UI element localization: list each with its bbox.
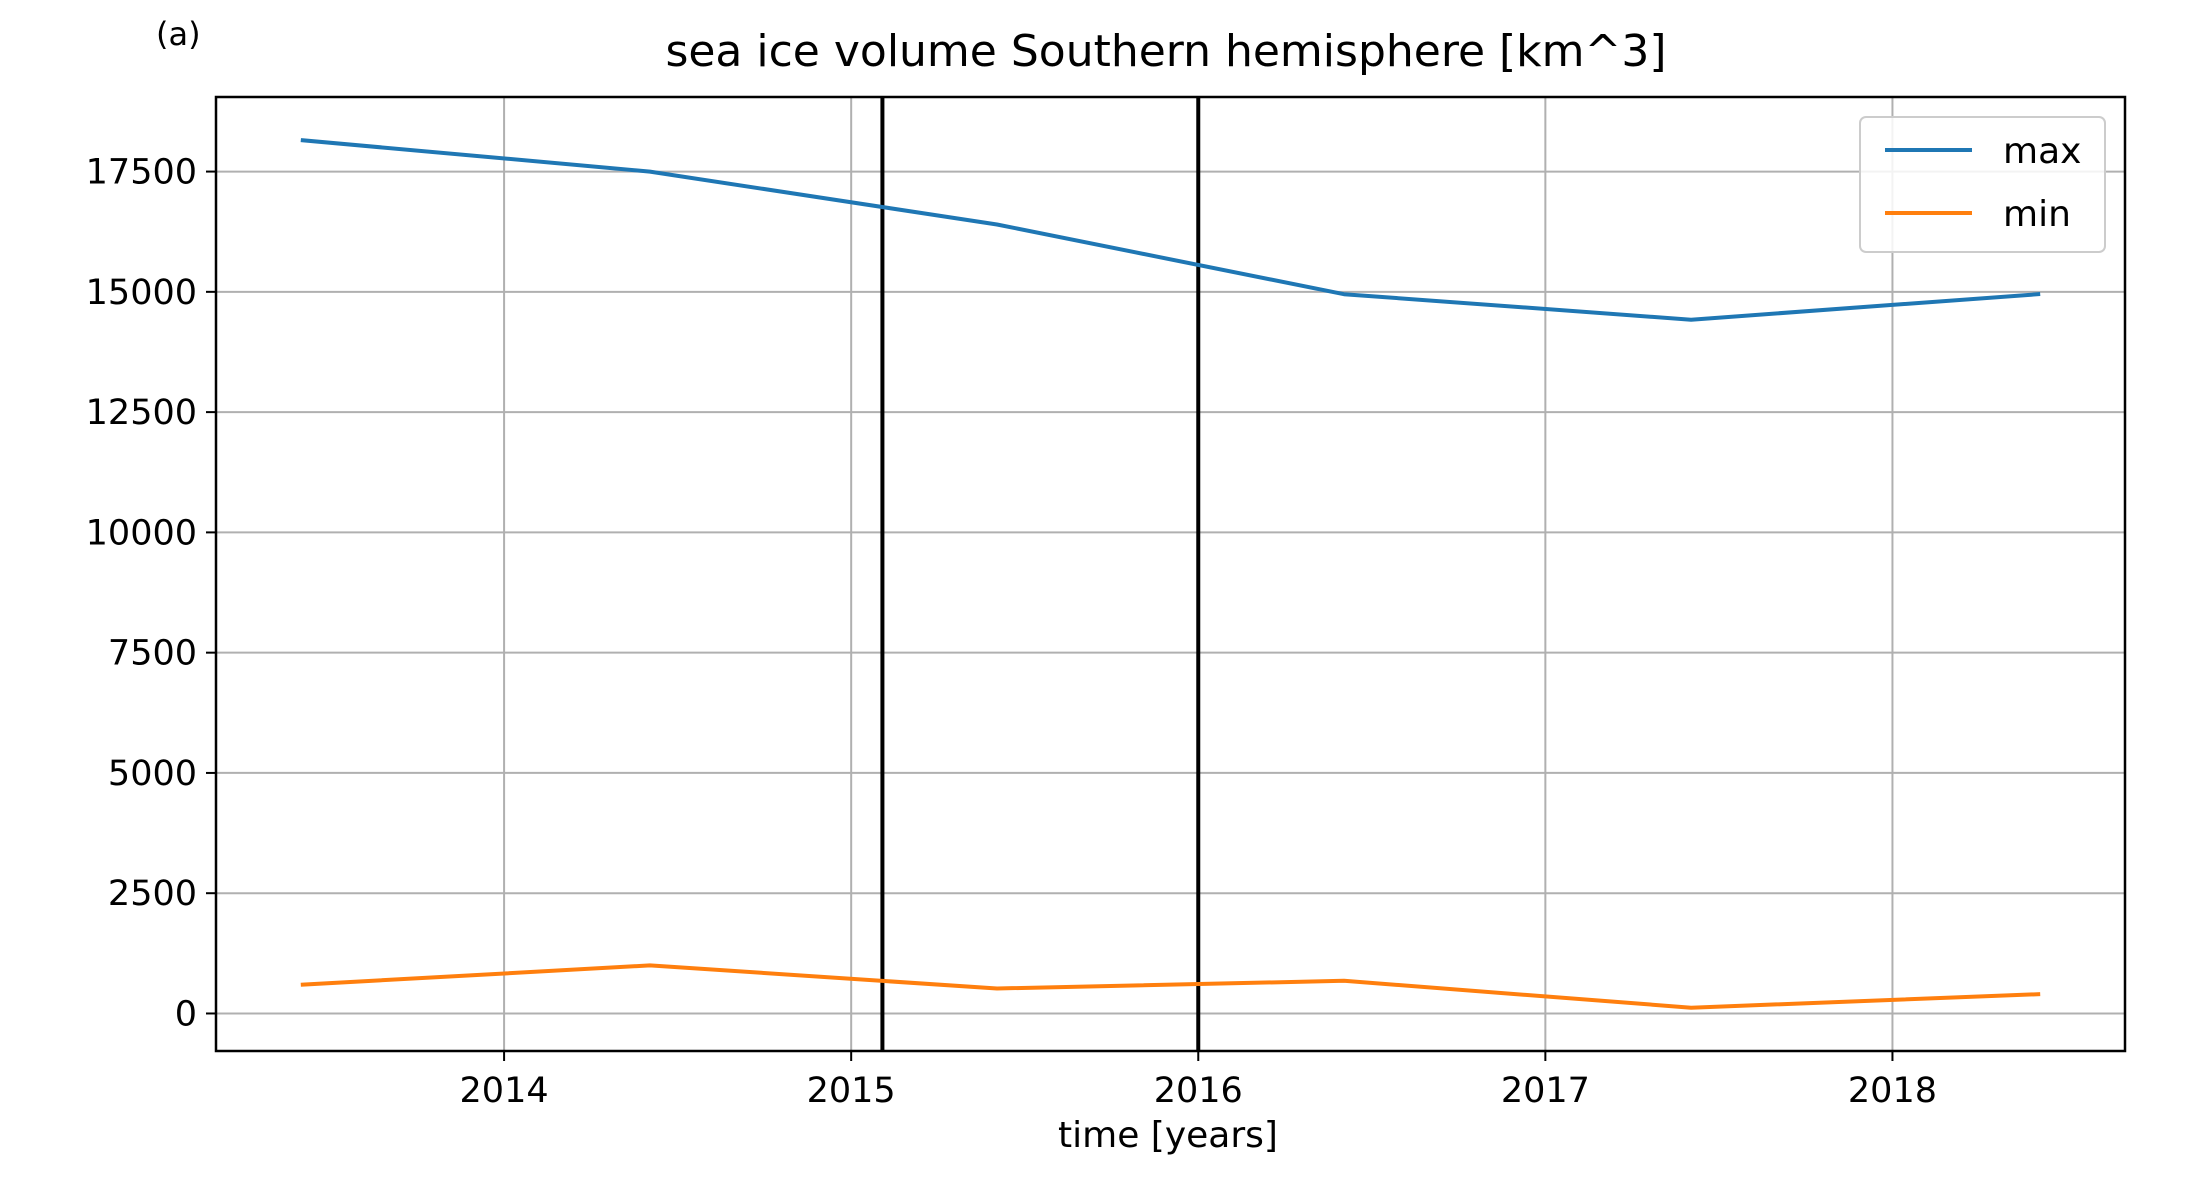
chart-title: sea ice volume Southern hemisphere [km^3…: [665, 26, 1666, 77]
series-lines: [300, 138, 2041, 1010]
x-axis-ticks: 2014 2015 2016 2017 2018: [460, 1051, 1937, 1111]
legend: max min: [1859, 116, 2106, 253]
grid: [216, 97, 2125, 1051]
panel-label: (a): [156, 15, 201, 53]
y-tick-label: 2500: [108, 874, 197, 914]
legend-label-max: max: [2003, 131, 2081, 172]
x-tick-label: 2014: [460, 1071, 549, 1111]
y-axis-ticks: 0 2500 5000 7500 10000 12500 15000 17500: [86, 153, 216, 1034]
y-tick-label: 17500: [86, 153, 197, 193]
vertical-markers: [880, 97, 1201, 1051]
y-tick-label: 7500: [108, 634, 197, 674]
x-tick-label: 2016: [1154, 1071, 1243, 1111]
x-tick-label: 2017: [1501, 1071, 1590, 1111]
y-tick-label: 12500: [86, 393, 197, 433]
x-axis-label: time [years]: [1058, 1115, 1278, 1156]
y-tick-label: 0: [175, 994, 197, 1034]
y-tick-label: 10000: [86, 513, 197, 553]
series-line-max: [300, 138, 2041, 322]
plot-frame: [214, 95, 2127, 1053]
y-tick-label: 15000: [86, 273, 197, 313]
legend-label-min: min: [2003, 194, 2071, 235]
y-tick-label: 5000: [108, 754, 197, 794]
series-line-min: [300, 963, 2041, 1010]
x-tick-label: 2018: [1848, 1071, 1937, 1111]
x-tick-label: 2015: [807, 1071, 896, 1111]
